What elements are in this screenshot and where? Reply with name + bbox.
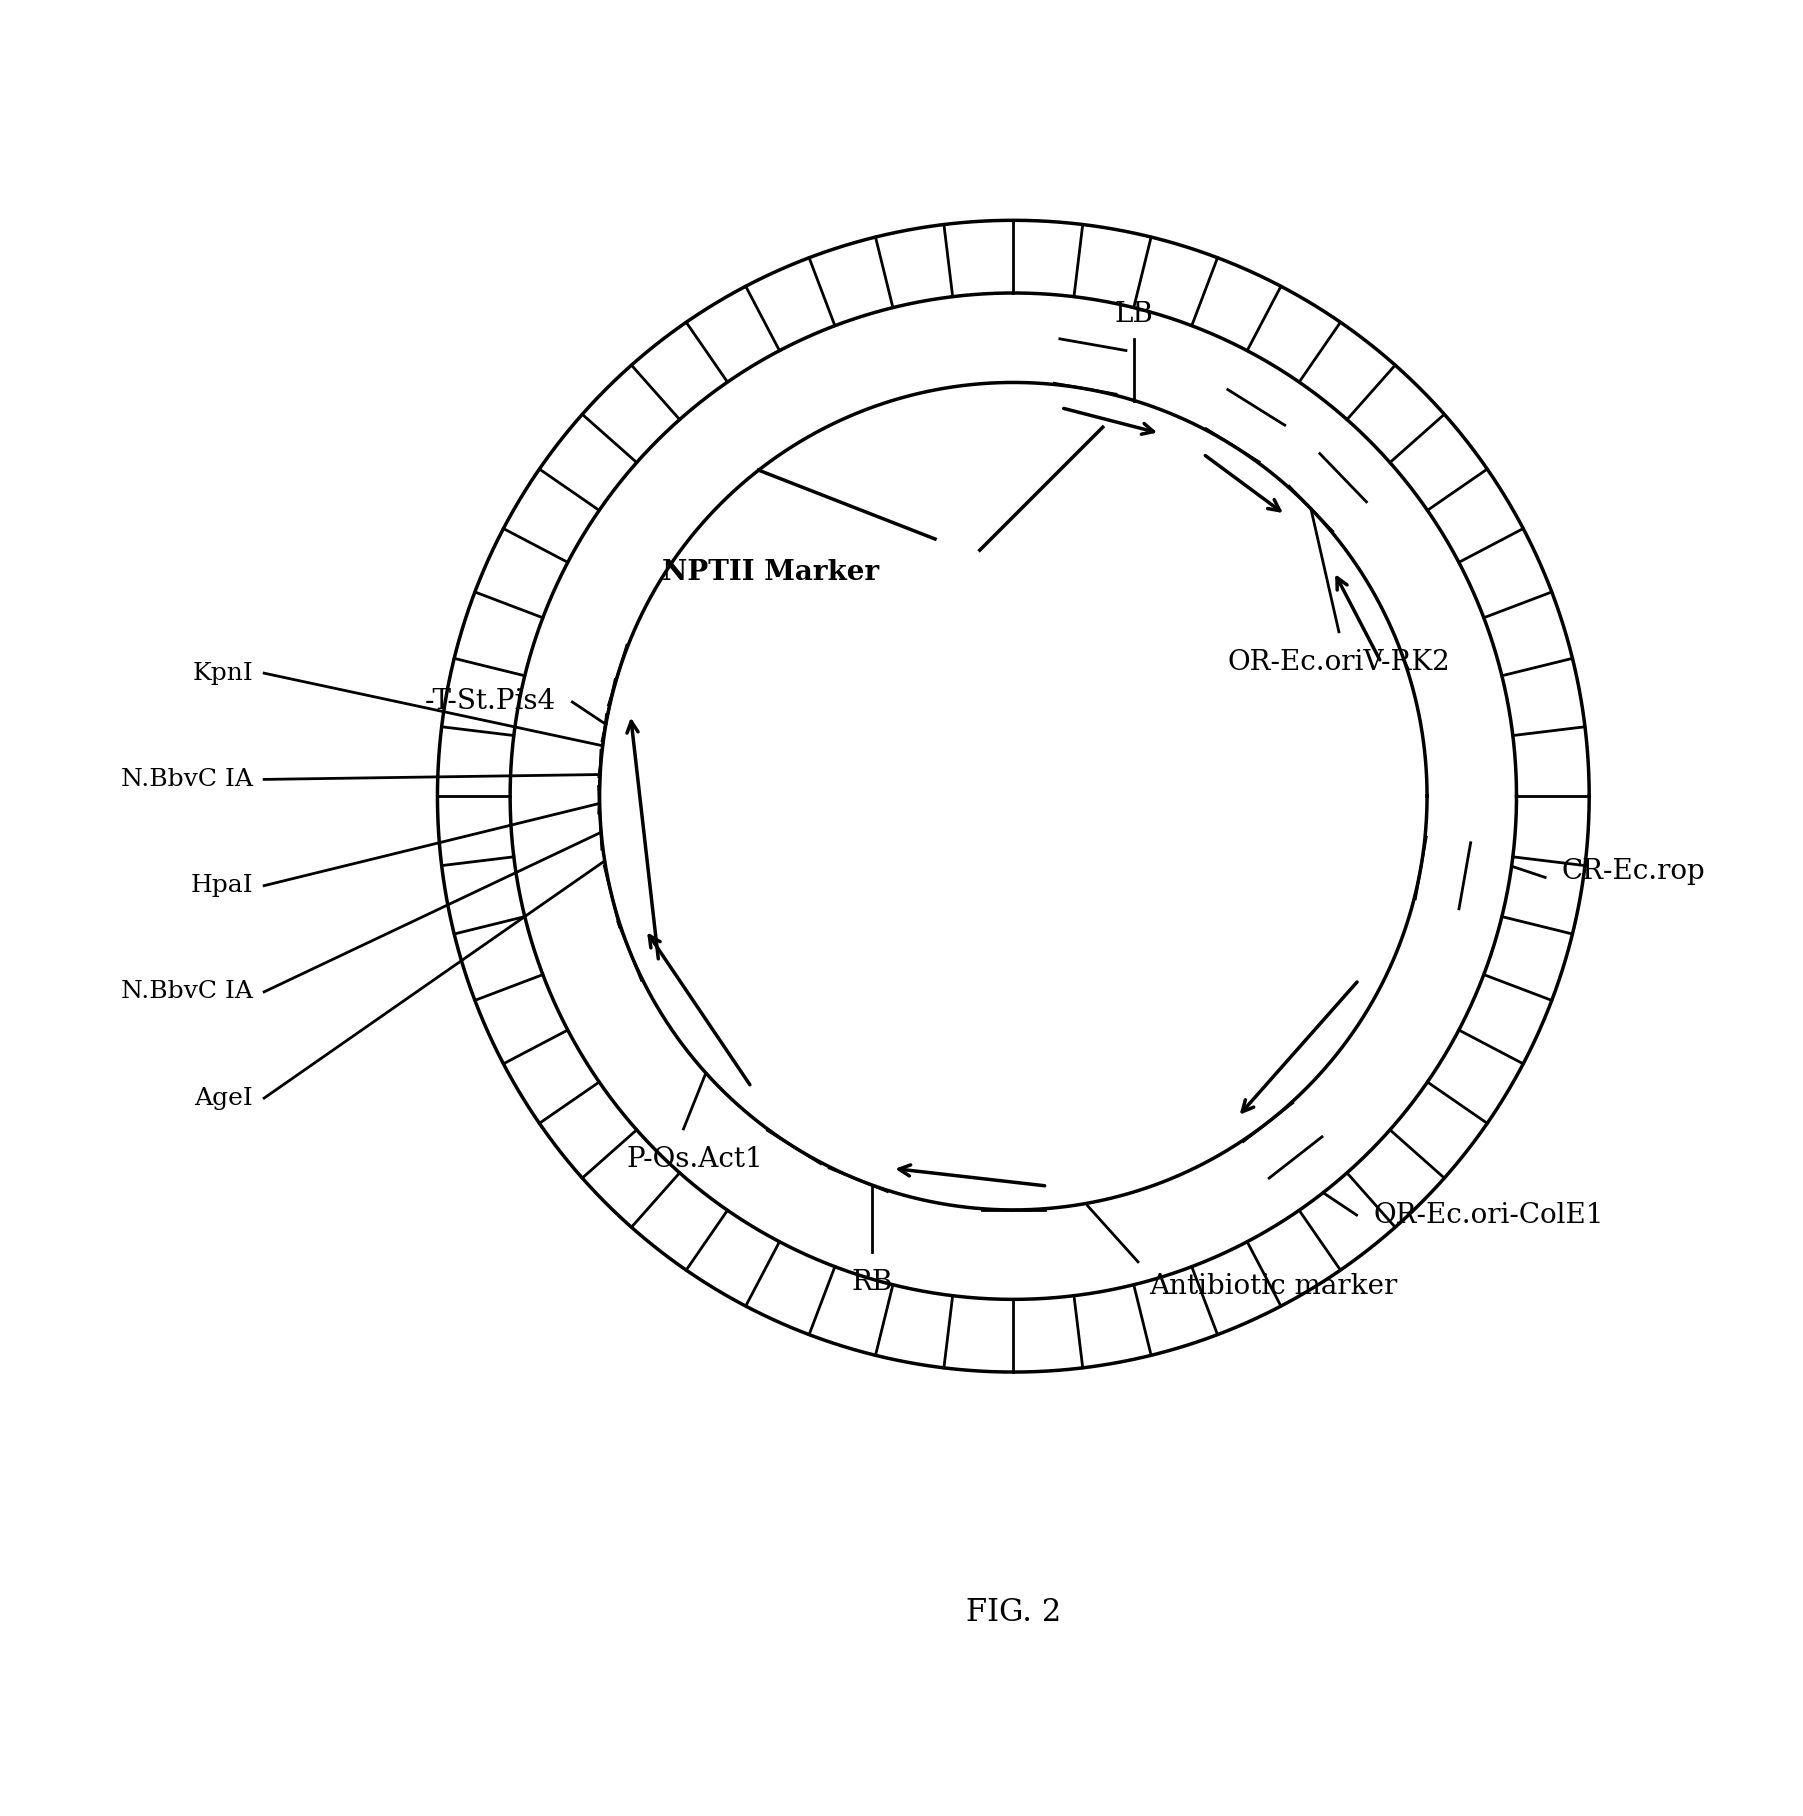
Text: N.BbvC IA: N.BbvC IA <box>121 981 252 1004</box>
Text: AgeI: AgeI <box>195 1086 252 1110</box>
Text: OR-Ec.ori-ColE1: OR-Ec.ori-ColE1 <box>1374 1202 1605 1229</box>
Text: -T-St.Pis4: -T-St.Pis4 <box>424 688 555 716</box>
Text: CR-Ec.rop: CR-Ec.rop <box>1561 859 1706 886</box>
Text: P-Os.Act1: P-Os.Act1 <box>626 1146 763 1173</box>
Text: FIG. 2: FIG. 2 <box>966 1596 1060 1627</box>
Text: LB: LB <box>1114 301 1154 329</box>
Text: KpnI: KpnI <box>193 661 252 685</box>
Text: OR-Ec.oriV-RK2: OR-Ec.oriV-RK2 <box>1228 648 1450 676</box>
Text: RB: RB <box>851 1269 892 1297</box>
Text: HpaI: HpaI <box>191 873 252 897</box>
Text: Antibiotic marker: Antibiotic marker <box>1149 1273 1397 1300</box>
Text: N.BbvC IA: N.BbvC IA <box>121 768 252 792</box>
Text: NPTII Marker: NPTII Marker <box>662 559 880 587</box>
